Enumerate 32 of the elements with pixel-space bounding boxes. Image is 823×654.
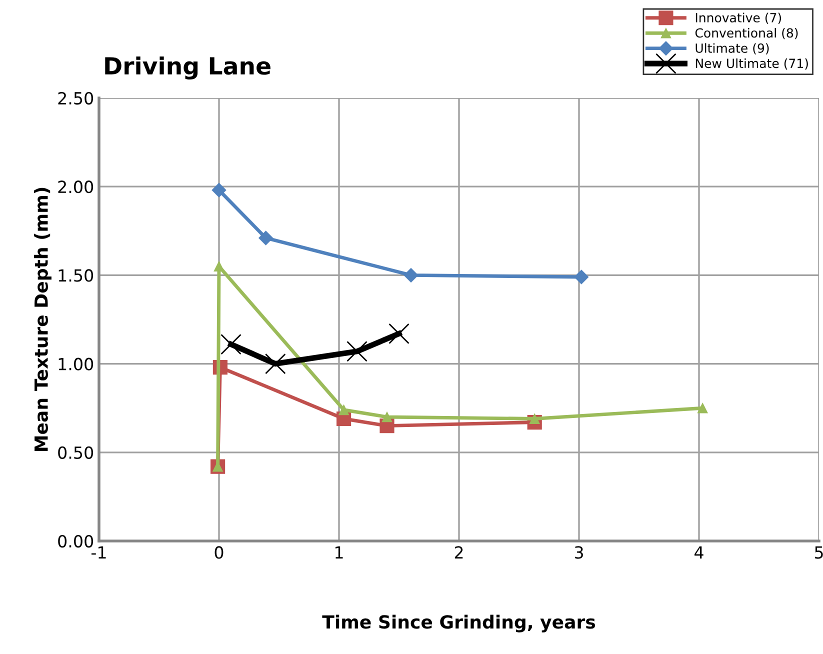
point [214,261,224,272]
x-tick-label: 0 [214,546,224,559]
point [264,353,286,374]
point [258,230,274,246]
point [388,323,410,344]
y-tick-label: 2.00 [58,180,94,194]
y-tick-label: 1.00 [58,358,94,370]
point [574,270,589,284]
point [338,404,350,416]
y-tick-label: 0.50 [58,446,94,459]
x-tick-label: 5 [814,546,823,559]
y-axis-title: Mean Texture Depth (mm) [34,188,52,452]
y-tick-label: 2.50 [58,92,94,105]
x-tick-label: -1 [92,546,106,559]
x-tick-label: 3 [574,546,583,559]
point [346,340,368,362]
legend-label: Conventional (8) [695,28,798,40]
point [212,182,226,198]
point [220,334,242,355]
x-tick-label: 4 [694,546,704,559]
legend-label: Innovative (7) [696,12,782,24]
chart-title: Driving Lane [105,56,270,80]
x-tick-label: 2 [454,546,463,559]
x-tick-label: 1 [336,546,343,559]
point [404,268,418,282]
point [697,402,708,414]
y-tick-label: 0.00 [58,534,94,548]
point [382,412,392,422]
legend-label: New Ultimate (71) [696,58,808,70]
x-axis-title: Time Since Grinding, years [322,614,596,632]
legend-label: Ultimate (9) [696,43,769,54]
y-tick-label: 1.50 [58,269,94,282]
